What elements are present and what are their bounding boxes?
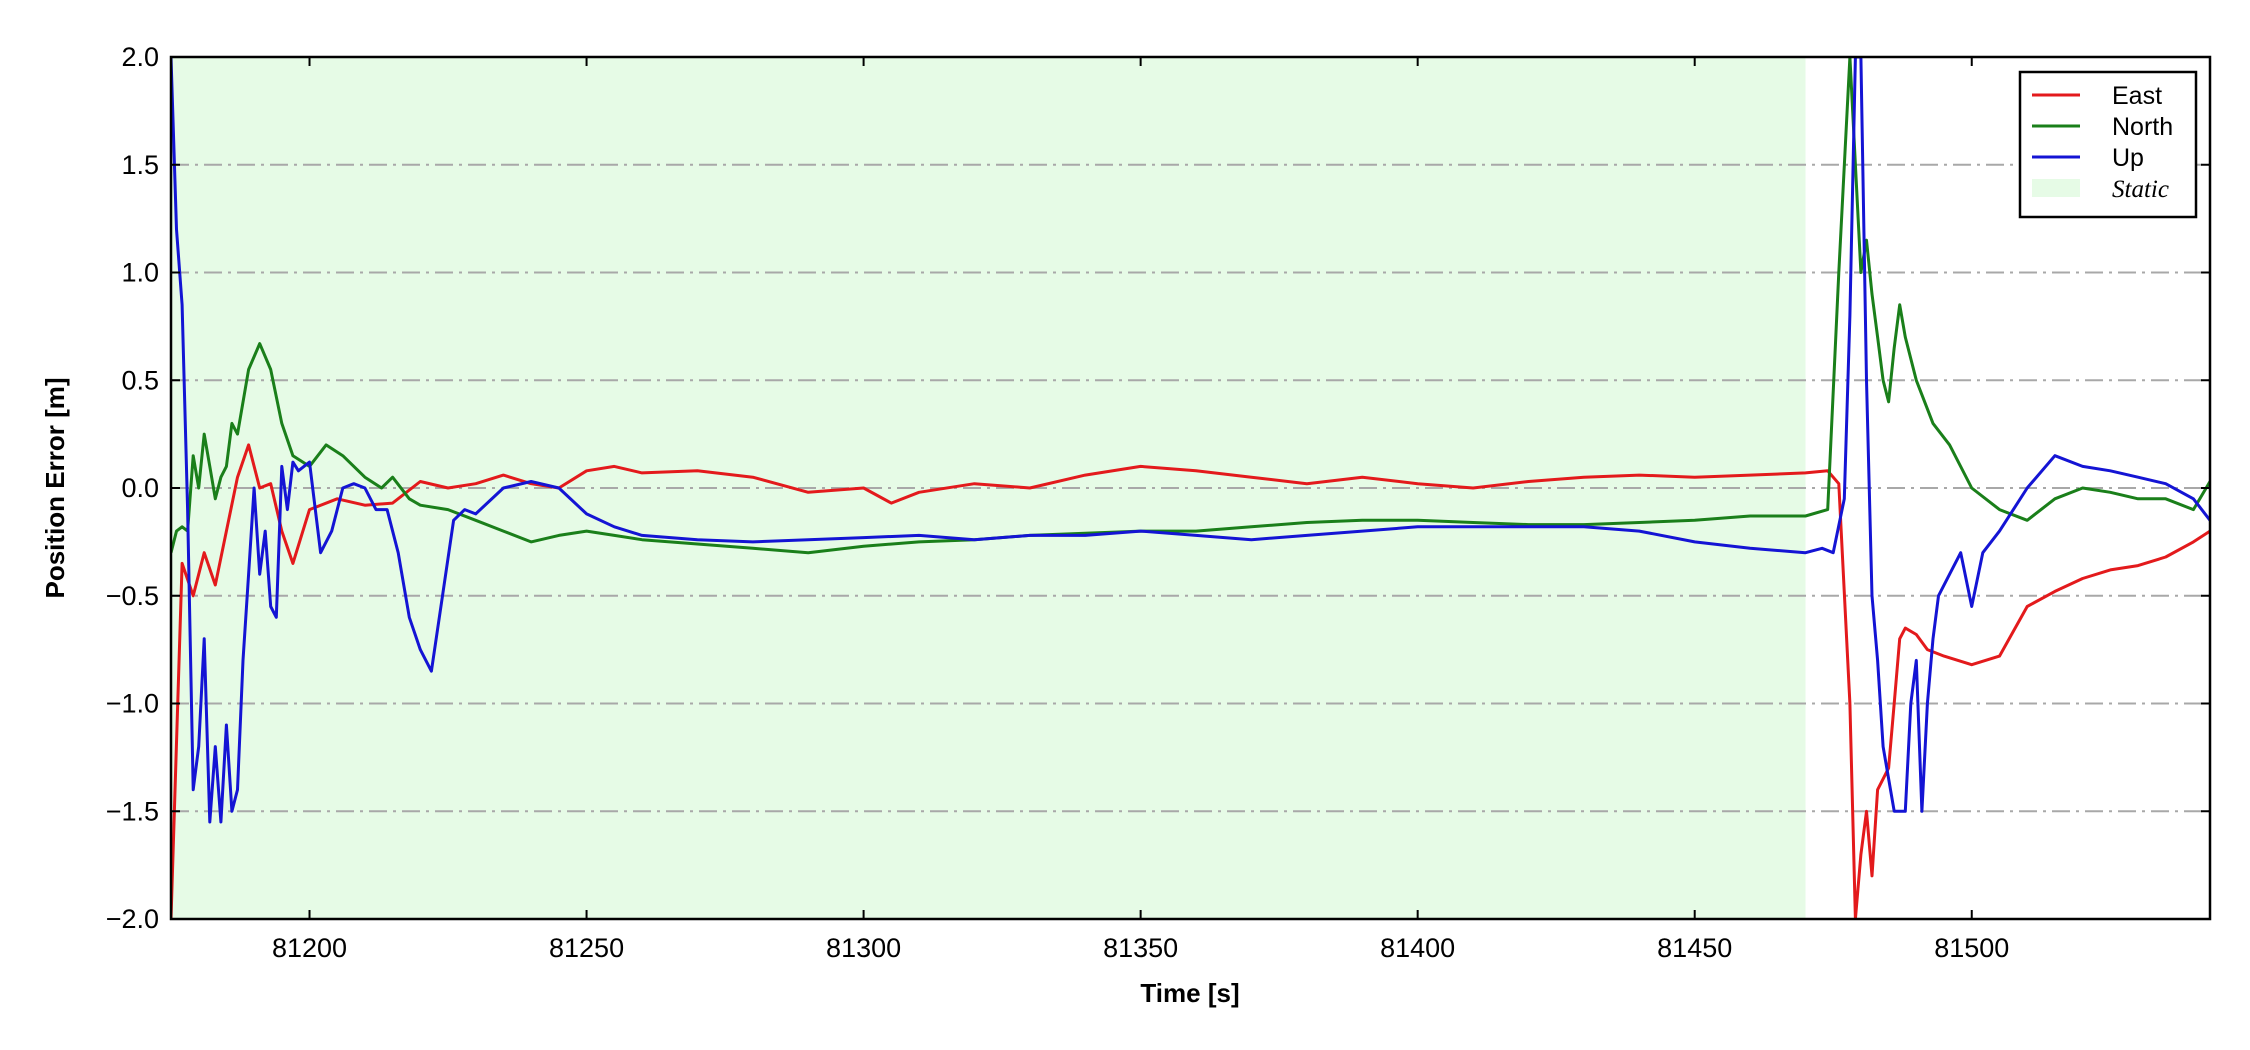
y-tick-label-2: −1.0 [106,689,159,719]
x-axis-label: Time [s] [1140,978,1239,1008]
legend-label-north: North [2112,113,2173,141]
tick-layer: 81200 81250 81300 81350 81400 81450 81500 −2.0 −… [106,42,2210,963]
y-tick-label-4: 0.0 [121,473,159,503]
y-axis-label: Position Error [m] [40,377,70,598]
legend-label-static: Static [2112,176,2169,203]
y-tick-label-6: 1.0 [121,258,159,288]
legend-label-up: Up [2112,144,2144,172]
x-tick-label-5: 81450 [1657,933,1732,963]
y-tick-label-8: 2.0 [121,42,159,72]
x-tick-label-3: 81350 [1103,933,1178,963]
y-tick-label-3: −0.5 [106,581,159,611]
series-layer [171,57,2210,919]
y-tick-label-1: −1.5 [106,796,159,826]
series-line-up [171,57,2210,824]
y-tick-label-0: −2.0 [106,904,159,934]
x-tick-label-0: 81200 [272,933,347,963]
series-line-east [171,443,2210,919]
x-tick-label-4: 81400 [1380,933,1455,963]
legend-label-east: East [2112,82,2162,110]
y-tick-label-7: 1.5 [121,150,159,180]
legend: East North Up Static [2018,70,2198,219]
x-tick-label-1: 81250 [549,933,624,963]
y-tick-label-5: 0.5 [121,365,159,395]
x-tick-label-6: 81500 [1934,933,2009,963]
legend-swatch-static [2032,179,2080,197]
x-tick-label-2: 81300 [826,933,901,963]
